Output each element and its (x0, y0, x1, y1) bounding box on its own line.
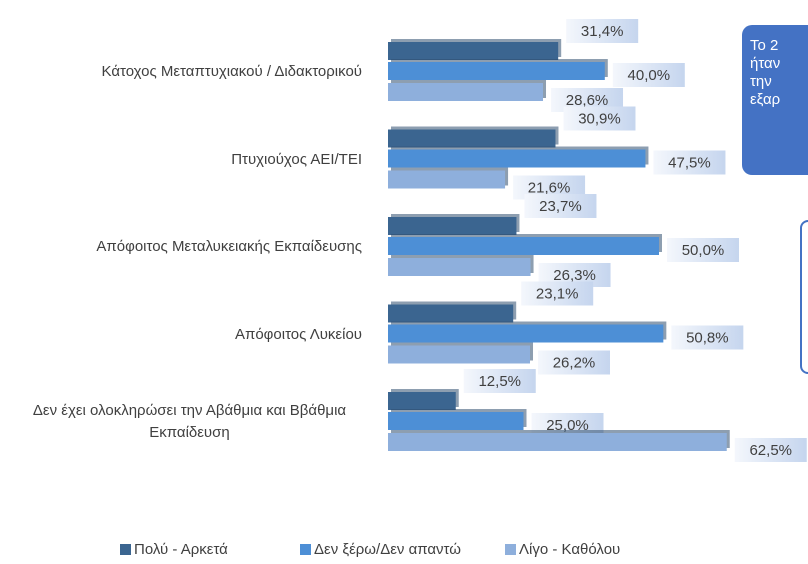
category-label: Δεν έχει ολοκληρώσει την Αβάθμια και Ββά… (32, 402, 347, 441)
annotation-box (800, 220, 808, 374)
bar (388, 237, 659, 255)
data-label-box (521, 281, 594, 306)
data-label: 50,0% (682, 242, 725, 259)
data-label: 23,7% (539, 198, 582, 215)
data-label: 40,0% (628, 67, 671, 84)
category-label: Απόφοιτος Μεταλυκειακής Εκπαίδευσης (96, 238, 362, 255)
bar (388, 345, 531, 364)
bar (388, 412, 524, 430)
data-label: 50,8% (686, 329, 729, 346)
bar (388, 433, 727, 451)
legend-label: Λίγο - Καθόλου (519, 541, 620, 558)
legend-swatch (120, 544, 131, 555)
legend-label: Δεν ξέρω/Δεν απαντώ (314, 541, 461, 558)
annotation-text: εξαρ (750, 91, 781, 108)
data-label: 23,1% (536, 285, 579, 302)
data-label-box (612, 63, 685, 87)
data-label: 30,9% (578, 110, 621, 127)
legend-swatch (505, 544, 516, 555)
bar (388, 170, 506, 189)
data-label-box (671, 325, 744, 350)
bar (388, 258, 531, 276)
annotation-text: την (750, 73, 772, 90)
data-label-box (463, 369, 536, 393)
bar (388, 83, 544, 101)
data-label: 62,5% (749, 442, 792, 459)
annotation-text: ήταν (750, 55, 781, 72)
data-label: 47,5% (668, 154, 711, 171)
bar (388, 149, 646, 168)
bar (388, 304, 514, 323)
data-label-box (566, 19, 639, 43)
category-label: Πτυχιούχος ΑΕΙ/ΤΕΙ (231, 150, 362, 168)
bar (388, 392, 456, 410)
data-label: 12,5% (478, 373, 521, 390)
data-label: 28,6% (566, 92, 609, 109)
annotation-text: Το 2 (750, 37, 779, 54)
bar (388, 129, 556, 148)
data-label: 26,3% (553, 267, 596, 284)
legend-swatch (300, 544, 311, 555)
data-label: 21,6% (528, 179, 571, 196)
bar (388, 42, 559, 60)
legend-label: Πολύ - Αρκετά (134, 541, 228, 558)
bar (388, 324, 664, 343)
data-label: 25,0% (546, 417, 589, 434)
bar (388, 62, 605, 80)
data-label-box (524, 194, 597, 218)
data-label-box (653, 150, 726, 175)
data-label-box (563, 106, 636, 131)
category-label: Απόφοιτος Λυκείου (234, 325, 362, 343)
data-label: 26,2% (553, 354, 596, 371)
data-label-box (538, 350, 611, 375)
data-label: 31,4% (581, 23, 624, 40)
annotation-box: Το 2 ήταν την εξαρ (742, 25, 808, 175)
data-label-box (667, 238, 739, 262)
bar (388, 217, 517, 235)
data-label-box (734, 438, 807, 462)
category-label: Κάτοχος Μεταπτυχιακού / Διδακτορικού (101, 63, 362, 80)
